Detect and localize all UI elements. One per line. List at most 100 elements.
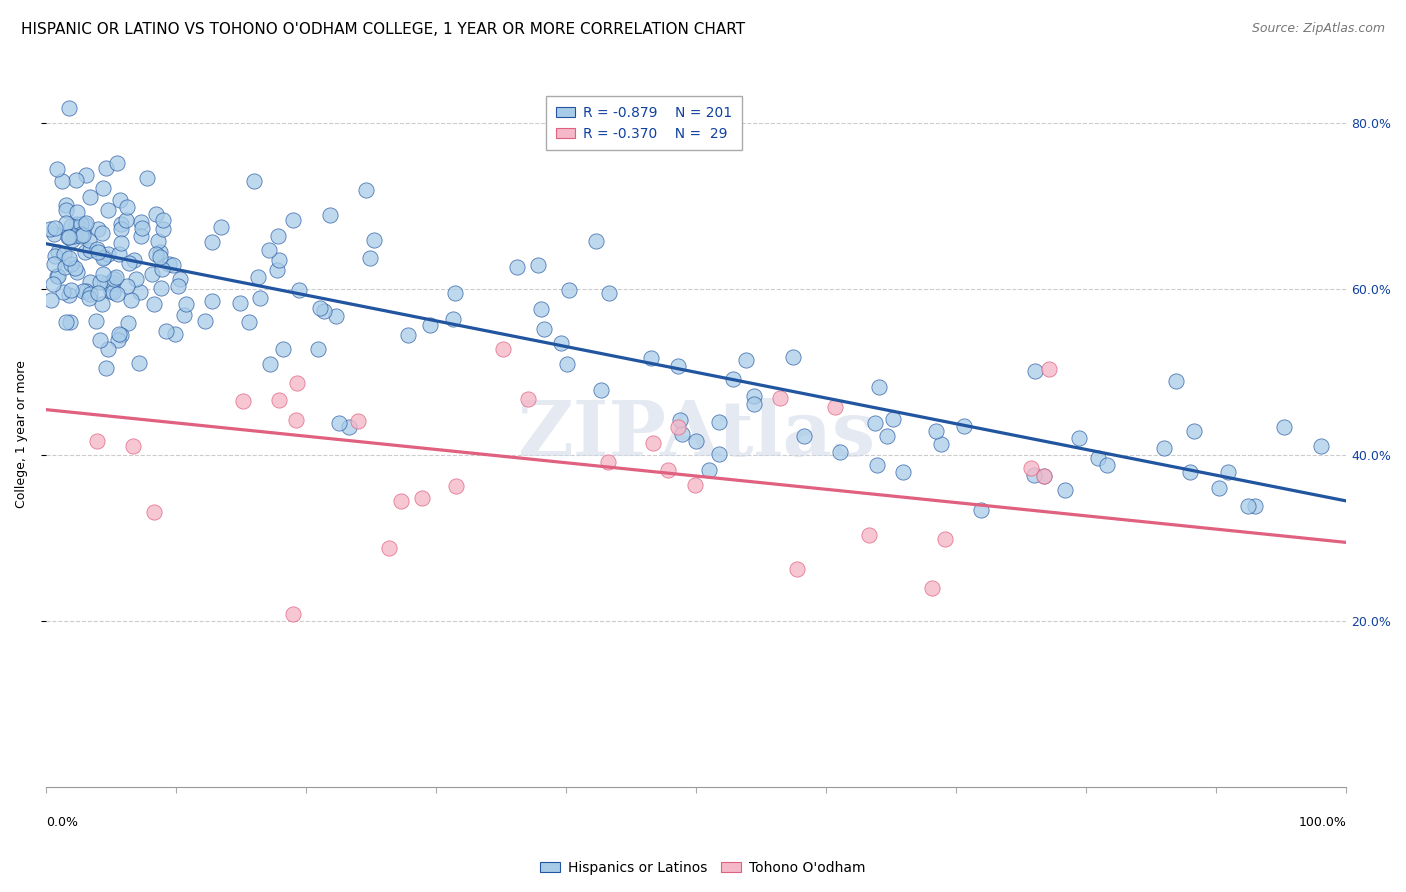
Point xyxy=(121,440,143,454)
Point xyxy=(105,156,128,170)
Point xyxy=(52,247,75,261)
Point xyxy=(146,234,169,248)
Point xyxy=(1182,424,1205,438)
Point xyxy=(721,372,744,386)
Point xyxy=(589,383,612,397)
Point xyxy=(128,285,150,299)
Point xyxy=(598,286,620,301)
Point xyxy=(129,229,152,244)
Point xyxy=(952,419,974,434)
Point xyxy=(257,244,280,258)
Point xyxy=(492,342,515,356)
Point xyxy=(60,219,83,233)
Point xyxy=(201,235,224,249)
Text: 100.0%: 100.0% xyxy=(1298,816,1346,829)
Point xyxy=(125,272,148,286)
Point xyxy=(267,229,290,244)
Point xyxy=(104,269,127,284)
Point xyxy=(229,296,252,310)
Point xyxy=(87,286,110,301)
Text: HISPANIC OR LATINO VS TOHONO O'ODHAM COLLEGE, 1 YEAR OR MORE CORRELATION CHART: HISPANIC OR LATINO VS TOHONO O'ODHAM COL… xyxy=(21,22,745,37)
Point xyxy=(318,209,340,223)
Point xyxy=(89,333,111,347)
Point xyxy=(640,351,662,365)
Point xyxy=(1166,375,1188,389)
Point xyxy=(129,215,152,229)
Point xyxy=(657,463,679,477)
Point xyxy=(266,263,288,277)
Point xyxy=(396,327,419,342)
Point xyxy=(101,277,124,291)
Point xyxy=(269,392,291,407)
Point xyxy=(87,222,110,236)
Point xyxy=(70,227,93,241)
Point xyxy=(707,415,730,429)
Point xyxy=(167,278,190,293)
Point xyxy=(60,233,83,247)
Text: ZIPAtlas: ZIPAtlas xyxy=(517,398,875,472)
Point xyxy=(93,180,115,194)
Point xyxy=(52,285,75,299)
Point xyxy=(347,414,370,428)
Point xyxy=(56,230,79,244)
Point xyxy=(1178,465,1201,479)
Point xyxy=(79,244,101,258)
Point xyxy=(86,434,108,448)
Point xyxy=(46,268,69,283)
Point xyxy=(120,293,142,307)
Point xyxy=(969,502,991,516)
Point xyxy=(107,247,129,261)
Point xyxy=(259,357,281,371)
Legend: R = -0.879    N = 201, R = -0.370    N =  29: R = -0.879 N = 201, R = -0.370 N = 29 xyxy=(546,96,742,150)
Point xyxy=(66,265,89,279)
Point xyxy=(1216,466,1239,480)
Point xyxy=(59,315,82,329)
Point xyxy=(135,170,157,185)
Point xyxy=(72,228,94,243)
Point xyxy=(70,217,93,231)
Point xyxy=(101,285,124,299)
Point xyxy=(55,216,77,230)
Point xyxy=(866,458,889,472)
Point xyxy=(150,262,173,277)
Point xyxy=(824,400,846,414)
Point xyxy=(734,353,756,368)
Point xyxy=(75,168,97,182)
Point xyxy=(1310,439,1333,453)
Text: 0.0%: 0.0% xyxy=(46,816,79,829)
Point xyxy=(107,333,129,347)
Y-axis label: College, 1 year or more: College, 1 year or more xyxy=(15,360,28,508)
Point xyxy=(666,420,689,434)
Point xyxy=(868,380,890,394)
Point xyxy=(285,413,308,427)
Point xyxy=(285,376,308,391)
Point xyxy=(100,284,122,298)
Point xyxy=(325,310,347,324)
Point xyxy=(1038,362,1060,376)
Point xyxy=(87,244,110,259)
Point xyxy=(354,182,377,196)
Point xyxy=(42,277,65,292)
Point xyxy=(1053,483,1076,497)
Point xyxy=(249,291,271,305)
Point xyxy=(46,162,69,177)
Point xyxy=(921,581,943,595)
Point xyxy=(1033,468,1056,483)
Point xyxy=(97,247,120,261)
Point xyxy=(307,342,329,356)
Point xyxy=(103,272,125,286)
Point xyxy=(58,288,80,302)
Point xyxy=(72,284,94,298)
Point xyxy=(142,297,165,311)
Point xyxy=(530,301,553,316)
Point xyxy=(145,207,167,221)
Point xyxy=(46,244,69,259)
Point xyxy=(131,220,153,235)
Point xyxy=(58,230,80,244)
Point xyxy=(281,212,304,227)
Point xyxy=(363,233,385,247)
Point xyxy=(53,260,76,274)
Point xyxy=(79,190,101,204)
Point xyxy=(924,424,946,438)
Point xyxy=(163,327,186,342)
